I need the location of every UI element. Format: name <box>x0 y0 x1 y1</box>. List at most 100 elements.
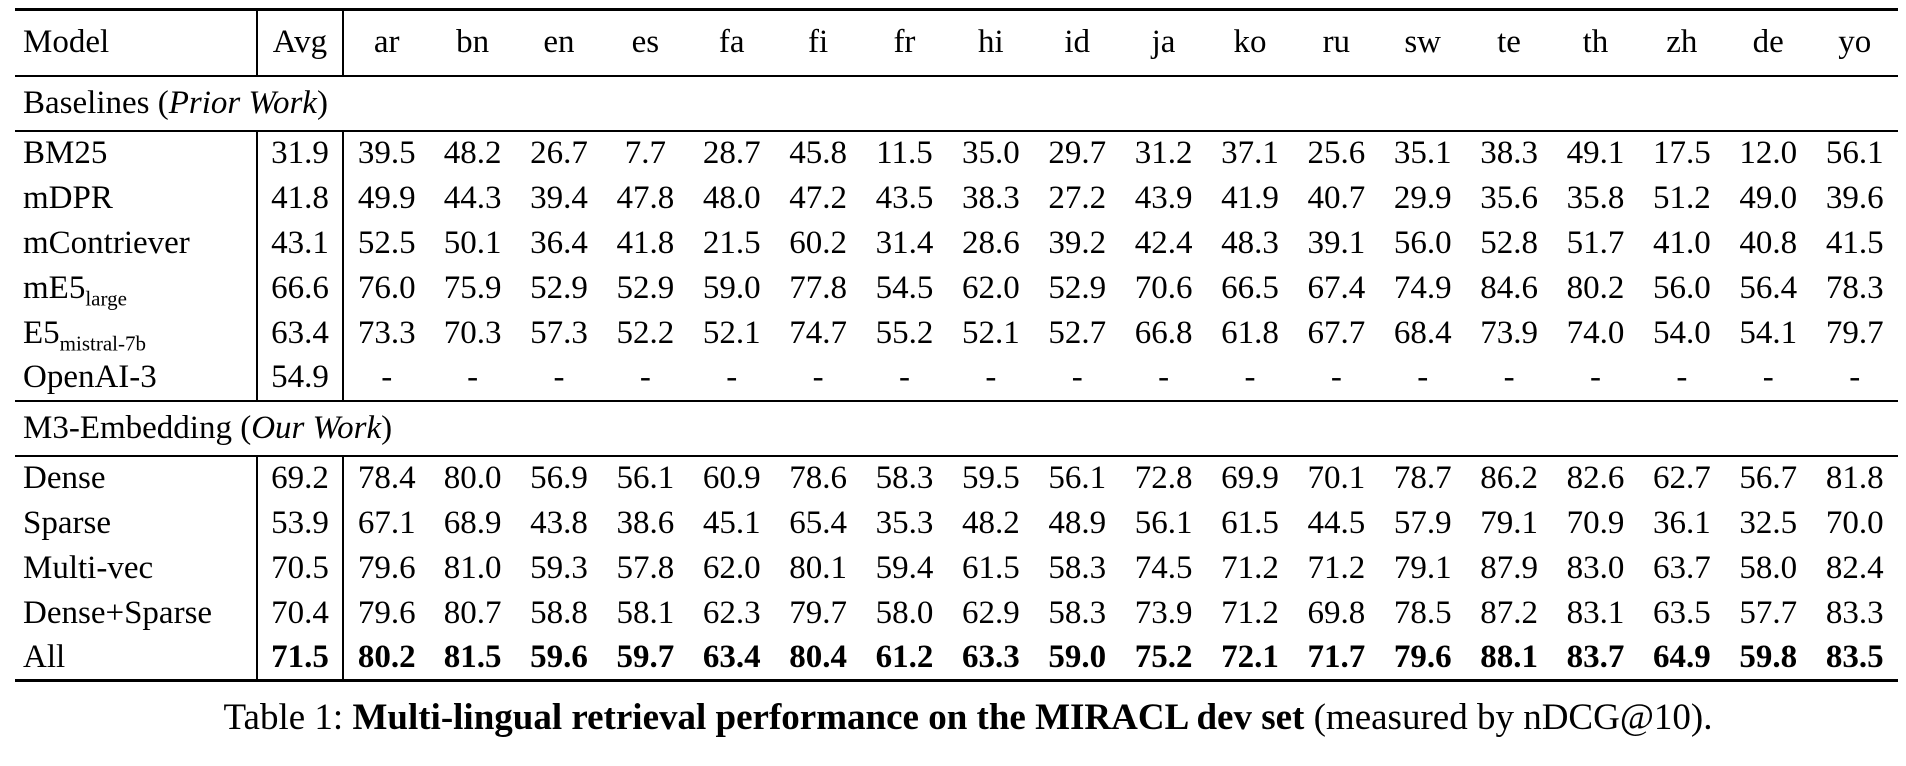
avg-score: 31.9 <box>257 130 344 176</box>
score-cell-hi: 52.1 <box>961 314 1020 351</box>
score-cell-fr: 54.5 <box>875 269 934 306</box>
avg-score: 70.5 <box>257 545 344 591</box>
score-cell-yo: 83.3 <box>1825 594 1884 631</box>
score-cell-ja: 72.8 <box>1134 460 1193 497</box>
score-cell-fa: 21.5 <box>702 224 761 261</box>
score-cell-zh: - <box>1676 359 1688 396</box>
score-cell-yo: 70.0 <box>1825 504 1884 541</box>
score-cell-ar: 73.3 <box>357 314 416 351</box>
table-caption: Table 1: Multi-lingual retrieval perform… <box>15 696 1906 739</box>
score-cell-fr: 35.3 <box>875 504 934 541</box>
score-cell-en: - <box>553 359 565 396</box>
score-cell-hi: 59.5 <box>961 460 1020 497</box>
table-header-row: Model Avg ar bn en es fa fi fr hi id ja ko ru sw te th zh… <box>15 9 1898 76</box>
model-name: All <box>15 635 258 681</box>
score-cell-de: 57.7 <box>1739 594 1798 631</box>
avg-score: 41.8 <box>257 175 344 221</box>
score-cell-fa: 62.0 <box>702 549 761 586</box>
score-cell-bn: 75.9 <box>443 269 502 306</box>
score-cell-ar: 39.5 <box>357 135 416 172</box>
score-cell-ja: 56.1 <box>1134 504 1193 541</box>
score-cell-th: 49.1 <box>1566 135 1625 172</box>
score-cell-ar: 80.2 <box>357 638 416 675</box>
score-cell-es: 47.8 <box>616 179 675 216</box>
column-header-te: te <box>1497 24 1521 61</box>
score-cell-es: 57.8 <box>616 549 675 586</box>
column-header-fa: fa <box>718 24 745 61</box>
avg-score: 54.9 <box>257 355 344 401</box>
model-name-text: Dense+Sparse <box>23 594 213 631</box>
score-cell-ar: 78.4 <box>357 460 416 497</box>
model-name: Dense+Sparse <box>15 590 258 636</box>
table-row-sparse: Sparse 53.9 67.1 68.9 43.8 38.6 45.1 65.4 35.3 48… <box>15 500 1898 546</box>
score-cell-de: 56.4 <box>1739 269 1798 306</box>
score-cell-th: 80.2 <box>1566 269 1625 306</box>
score-cell-fa: 59.0 <box>702 269 761 306</box>
score-cell-bn: 81.0 <box>443 549 502 586</box>
score-cell-id: 56.1 <box>1048 460 1107 497</box>
column-header-es: es <box>631 24 660 61</box>
score-cell-fr: - <box>898 359 910 396</box>
score-cell-en: 57.3 <box>530 314 588 351</box>
score-cell-en: 43.8 <box>530 504 588 541</box>
score-cell-ru: 70.1 <box>1307 460 1366 497</box>
section-title-text: M3-Embedding ( <box>23 409 252 446</box>
score-cell-yo: 56.1 <box>1825 135 1884 172</box>
score-cell-en: 26.7 <box>530 135 588 172</box>
model-name-text: OpenAI-3 <box>23 359 157 396</box>
score-cell-en: 36.4 <box>530 224 588 261</box>
model-name-text: E5 <box>23 314 60 351</box>
score-cell-fi: 47.2 <box>789 179 847 216</box>
score-cell-es: 41.8 <box>616 224 675 261</box>
section-title-text: Baselines ( <box>23 84 169 121</box>
score-cell-de: 32.5 <box>1739 504 1798 541</box>
score-cell-fi: 45.8 <box>789 135 847 172</box>
score-cell-ko: 71.2 <box>1221 549 1279 586</box>
score-cell-zh: 64.9 <box>1652 638 1711 675</box>
avg-score: 66.6 <box>257 265 344 311</box>
column-header-avg: Avg <box>257 9 344 76</box>
section-title-text: Our Work <box>251 409 382 446</box>
score-cell-de: 58.0 <box>1739 549 1798 586</box>
column-header-hi: hi <box>977 24 1004 61</box>
column-header-model: Model <box>15 9 258 76</box>
score-cell-en: 56.9 <box>530 460 588 497</box>
score-cell-hi: 61.5 <box>961 549 1020 586</box>
score-cell-fa: 28.7 <box>702 135 761 172</box>
column-header-fr: fr <box>893 24 916 61</box>
table-row-bm25: BM25 31.9 39.5 48.2 26.7 7.7 28.7 45.8 11.5 35.0 2… <box>15 130 1898 176</box>
score-cell-th: 83.7 <box>1566 638 1625 675</box>
score-cell-ru: - <box>1330 359 1342 396</box>
score-cell-es: 38.6 <box>616 504 675 541</box>
score-cell-ru: 69.8 <box>1307 594 1366 631</box>
avg-score: 71.5 <box>257 635 344 681</box>
score-cell-ru: 25.6 <box>1307 135 1366 172</box>
score-cell-es: 7.7 <box>624 135 666 172</box>
score-cell-fa: - <box>726 359 738 396</box>
table-row-openai-3: OpenAI-3 54.9- - - - - - - - - - - - - - - - - - <box>15 355 1898 401</box>
score-cell-ru: 67.7 <box>1307 314 1366 351</box>
score-cell-ja: 73.9 <box>1134 594 1193 631</box>
score-cell-bn: 70.3 <box>443 314 502 351</box>
score-cell-zh: 56.0 <box>1652 269 1711 306</box>
score-cell-th: 51.7 <box>1566 224 1625 261</box>
score-cell-bn: 44.3 <box>443 179 502 216</box>
score-cell-hi: 28.6 <box>961 224 1020 261</box>
table-row-all: All 71.5 80.2 81.5 59.6 59.7 63.4 80.4 61.2 63.3 5… <box>15 635 1898 681</box>
caption-prefix: Table 1: <box>223 697 353 738</box>
score-cell-te: 86.2 <box>1480 460 1538 497</box>
score-cell-te: 87.2 <box>1480 594 1538 631</box>
column-header-bn: bn <box>456 24 490 61</box>
score-cell-id: 27.2 <box>1048 179 1107 216</box>
score-cell-ar: 52.5 <box>357 224 416 261</box>
score-cell-ar: 76.0 <box>357 269 416 306</box>
table-row-multi-vec: Multi-vec 70.5 79.6 81.0 59.3 57.8 62.0 80.1 59.… <box>15 545 1898 591</box>
score-cell-fa: 60.9 <box>702 460 761 497</box>
score-cell-th: 83.0 <box>1566 549 1625 586</box>
avg-score: 43.1 <box>257 220 344 266</box>
score-cell-fi: 80.4 <box>789 638 847 675</box>
score-cell-ru: 39.1 <box>1307 224 1366 261</box>
score-cell-ja: 42.4 <box>1134 224 1193 261</box>
score-cell-sw: - <box>1417 359 1429 396</box>
score-cell-ja: - <box>1158 359 1170 396</box>
